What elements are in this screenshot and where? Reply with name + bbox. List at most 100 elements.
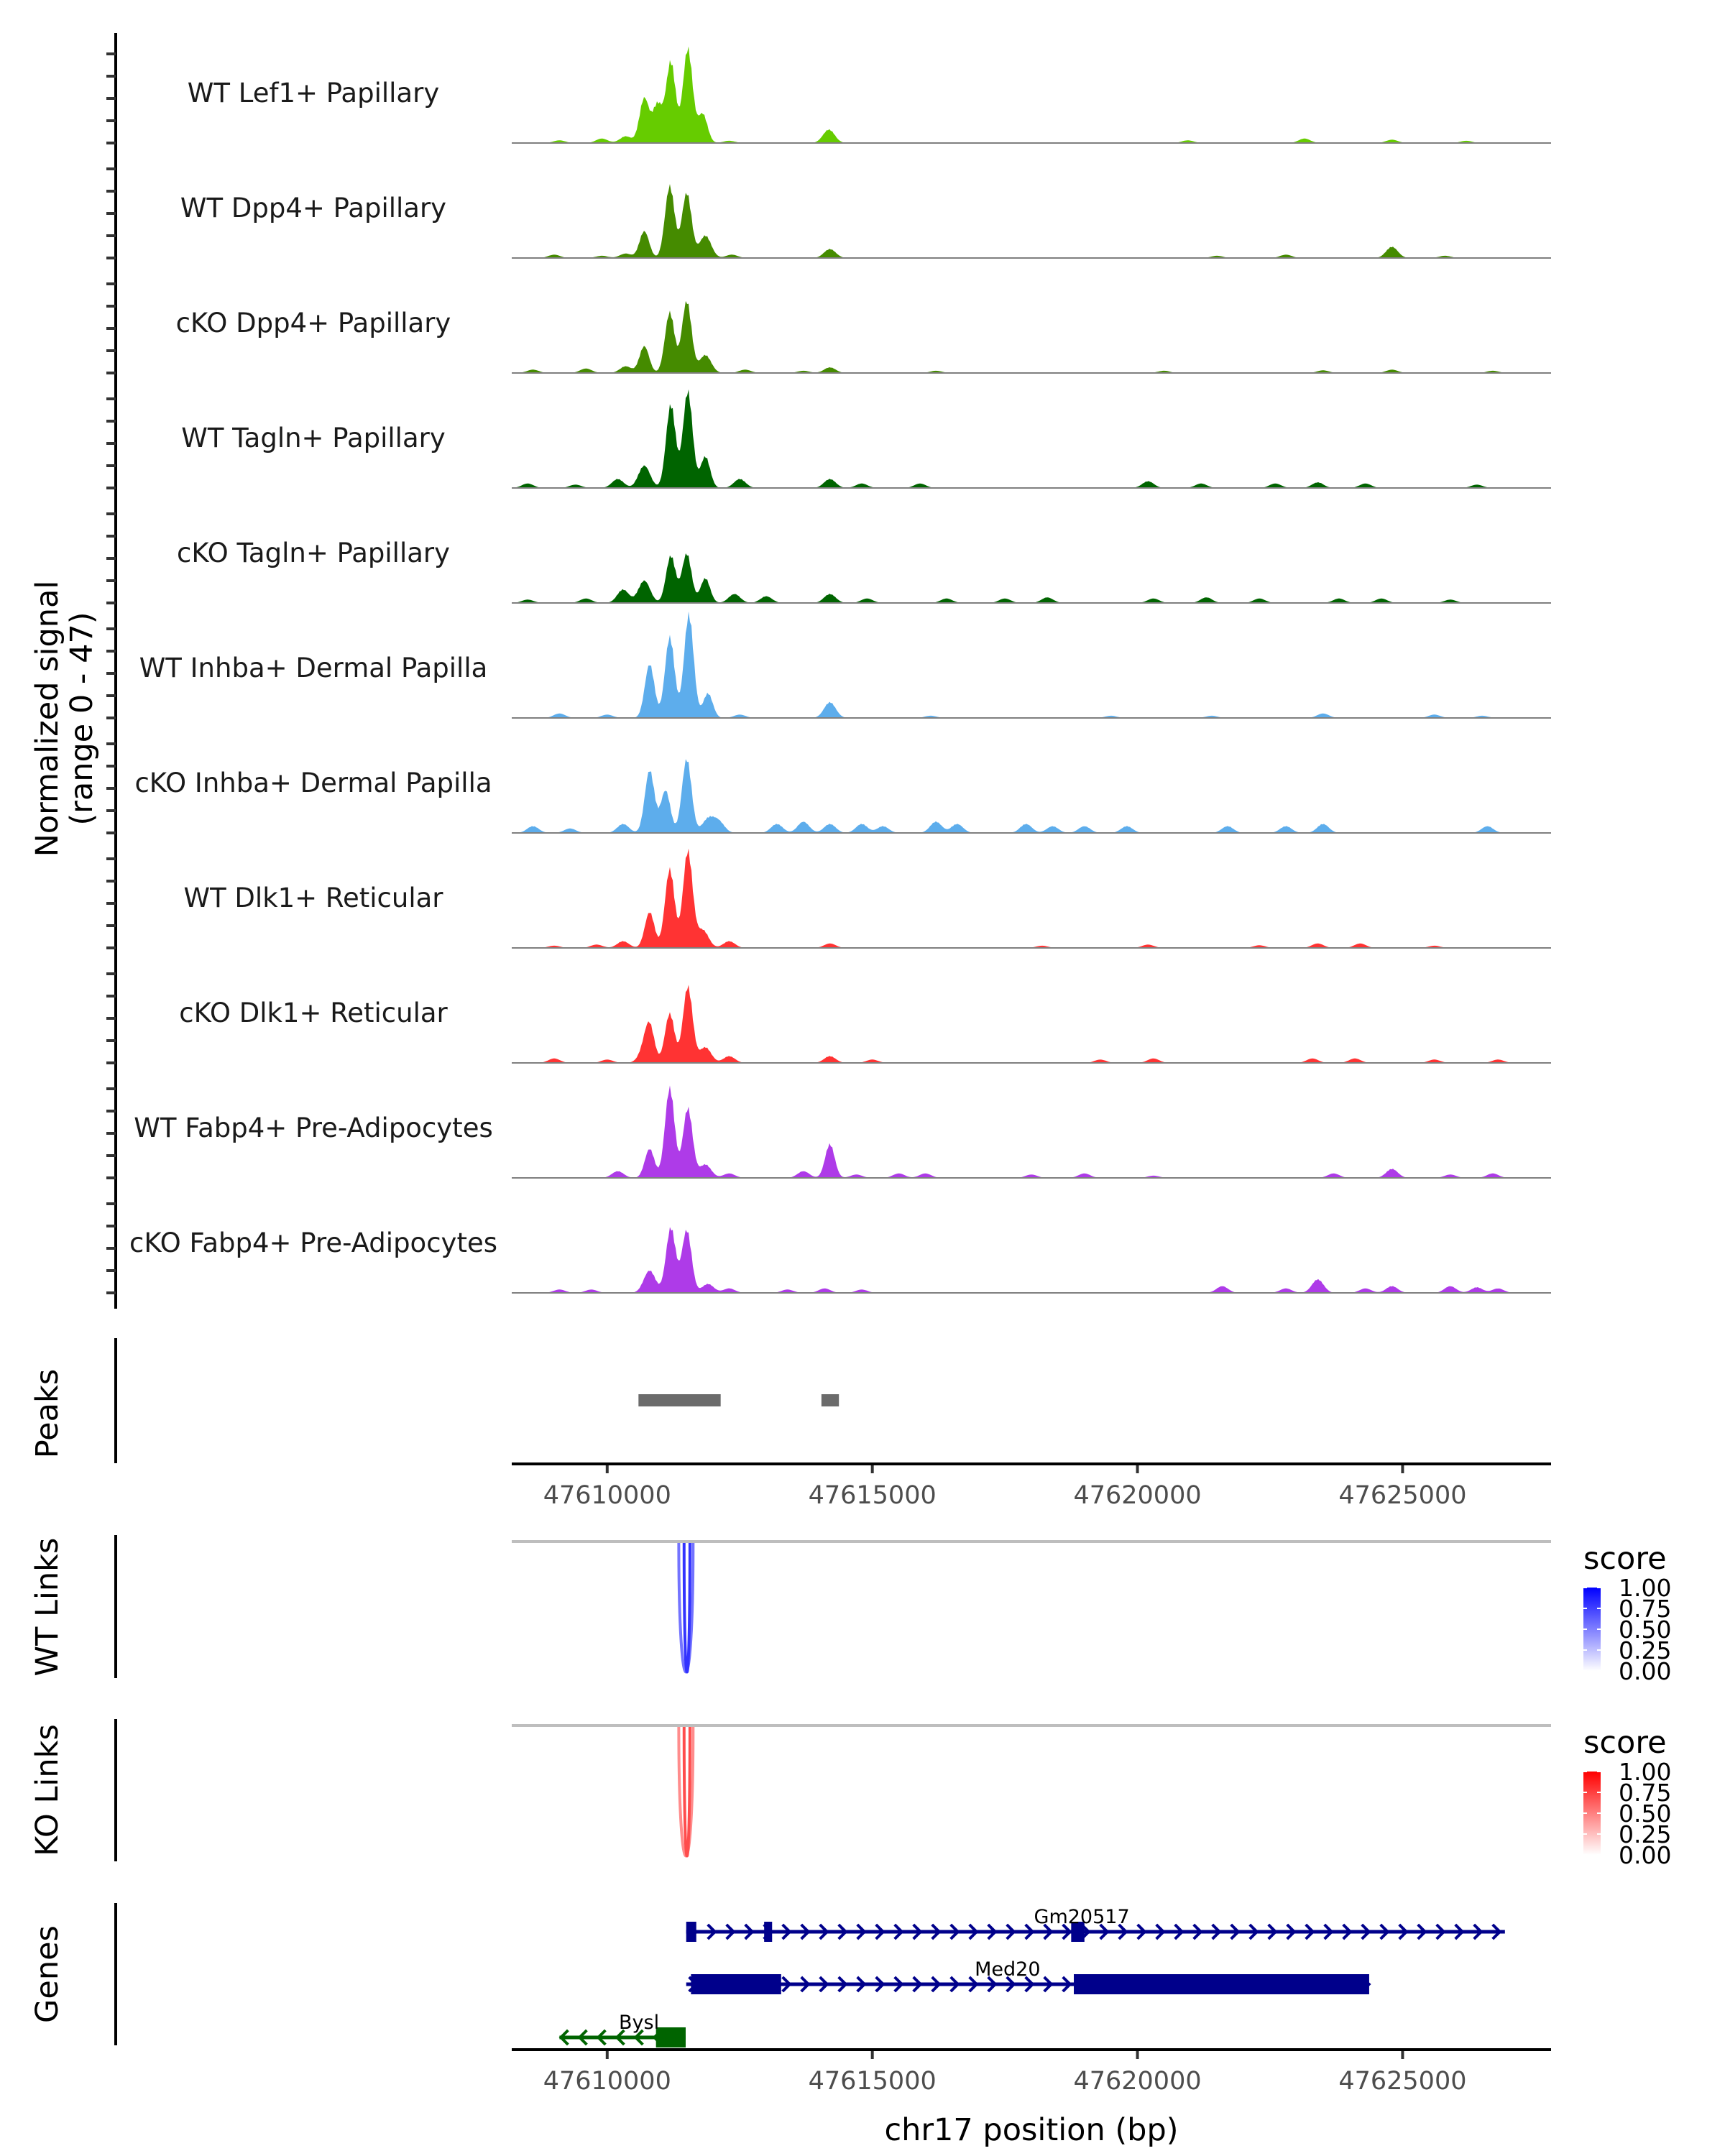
strand-arrow (1323, 1923, 1334, 1940)
strand-arrow (837, 1923, 848, 1940)
strand-arrow (1454, 1923, 1465, 1940)
strand-arrow (856, 1923, 867, 1940)
coverage-area (512, 759, 1551, 833)
x-axis-title: chr17 position (bp) (884, 2112, 1178, 2148)
coverage-area (512, 46, 1551, 143)
track-label: cKO Inhba+ Dermal Papilla (134, 768, 492, 798)
strand-arrow (875, 1923, 886, 1940)
wt-legend-title: score (1583, 1541, 1667, 1577)
gene-exon (1071, 1922, 1085, 1942)
x-axis-bottom-ticks: 47610000 47615000 47620000 47625000 (543, 2051, 1467, 2096)
link-arc (682, 1542, 691, 1674)
coverage-area (512, 389, 1551, 488)
legend-tick-label: 0.25 (1619, 1636, 1671, 1664)
legend-tick-label: 0.25 (1619, 1820, 1671, 1848)
strand-arrow (744, 1923, 755, 1940)
strand-arrow (1435, 1923, 1446, 1940)
wt-links-legend: score 1.000.750.500.250.00 (1583, 1541, 1671, 1685)
strand-arrow (819, 1923, 829, 1940)
gene-exon (764, 1922, 773, 1942)
track-label: cKO Fabp4+ Pre-Adipocytes (129, 1227, 497, 1258)
x-tick-label: 47625000 (1338, 1481, 1466, 1510)
strand-arrow (1062, 1976, 1072, 1993)
strand-arrow (781, 1976, 792, 1993)
ko-links-arcs (677, 1726, 695, 1858)
signal-track: cKO Fabp4+ Pre-Adipocytes (129, 1227, 1551, 1294)
gene-label: Gm20517 (1034, 1906, 1130, 1928)
strand-arrow (577, 2029, 588, 2046)
gene-label: Bysl (619, 2012, 659, 2034)
strand-arrow (931, 1976, 942, 1993)
track-label: cKO Dpp4+ Papillary (176, 308, 451, 338)
legend-tick-label: 0.50 (1619, 1800, 1671, 1828)
coverage-area (512, 1085, 1551, 1178)
track-label: WT Lef1+ Papillary (188, 78, 439, 109)
strand-arrow (1286, 1923, 1297, 1940)
ko-links-legend: score 1.000.750.500.250.00 (1583, 1725, 1671, 1869)
x-tick-label: 47625000 (1338, 2067, 1466, 2096)
x-tick-label: 47615000 (809, 2067, 937, 2096)
strand-arrow (949, 1923, 960, 1940)
x-tick-label: 47620000 (1073, 1481, 1201, 1510)
signal-track: WT Dlk1+ Reticular (183, 848, 1551, 949)
strand-arrow (1118, 1923, 1128, 1940)
coverage-area (512, 300, 1551, 373)
legend-tick-label: 0.75 (1619, 1779, 1671, 1807)
strand-arrow (856, 1976, 867, 1993)
x-tick-label: 47620000 (1073, 2067, 1201, 2096)
peak-region (638, 1394, 721, 1406)
strand-arrow (931, 1923, 942, 1940)
signal-track: WT Dpp4+ Papillary (180, 184, 1551, 259)
strand-arrow (1062, 1923, 1072, 1940)
strand-arrow (1006, 1923, 1016, 1940)
wt-links-arcs (677, 1542, 695, 1674)
wt-links-label: WT Links (29, 1538, 65, 1677)
strand-arrow (968, 1923, 979, 1940)
strand-arrow (1043, 1923, 1054, 1940)
strand-arrow (1099, 1923, 1110, 1940)
strand-arrow (1192, 1923, 1203, 1940)
track-label: cKO Tagln+ Papillary (177, 538, 450, 568)
track-label: WT Tagln+ Papillary (181, 423, 446, 453)
legend-tick-label: 0.00 (1619, 1841, 1671, 1869)
gene-label: Med20 (975, 1958, 1040, 1981)
strand-arrow (1024, 1923, 1035, 1940)
strand-arrow (596, 2029, 607, 2046)
signal-track: cKO Tagln+ Papillary (177, 538, 1551, 604)
coverage-area (512, 611, 1551, 718)
strand-arrow (615, 2029, 625, 2046)
peak-region (821, 1394, 840, 1406)
strand-arrow (1398, 1923, 1409, 1940)
gene-models: Gm20517 Med20 Bysl (558, 1906, 1505, 2047)
strand-arrow (1361, 1923, 1371, 1940)
coverage-area (512, 985, 1551, 1063)
coverage-area (512, 848, 1551, 948)
strand-arrow (1024, 1976, 1035, 1993)
strand-arrow (1174, 1923, 1184, 1940)
ko-legend-title: score (1583, 1725, 1667, 1761)
strand-arrow (949, 1976, 960, 1993)
gene-exon (1074, 1974, 1369, 1994)
strand-arrow (875, 1976, 886, 1993)
strand-arrow (1342, 1923, 1353, 1940)
legend-tick-label: 0.75 (1619, 1595, 1671, 1623)
coverage-area (512, 184, 1551, 258)
gene-exon (656, 2027, 686, 2047)
x-tick-label: 47615000 (809, 1481, 937, 1510)
strand-arrow (1211, 1923, 1222, 1940)
signal-track: cKO Dlk1+ Reticular (179, 985, 1551, 1064)
coverage-area (512, 1227, 1551, 1293)
signal-track: WT Tagln+ Papillary (181, 389, 1551, 489)
signal-y-axis-subtitle: (range 0 - 47) (64, 612, 100, 825)
signal-y-ticks (106, 52, 116, 1294)
legend-tick-label: 1.00 (1619, 1574, 1671, 1602)
x-axis-top-ticks: 47610000 47615000 47620000 47625000 (543, 1465, 1467, 1510)
link-arc (677, 1726, 695, 1858)
link-arc (682, 1726, 691, 1858)
strand-arrow (819, 1976, 829, 1993)
strand-arrow (1473, 1923, 1484, 1940)
strand-arrow (633, 2029, 644, 2046)
strand-arrow (1155, 1923, 1166, 1940)
strand-arrow (837, 1976, 848, 1993)
